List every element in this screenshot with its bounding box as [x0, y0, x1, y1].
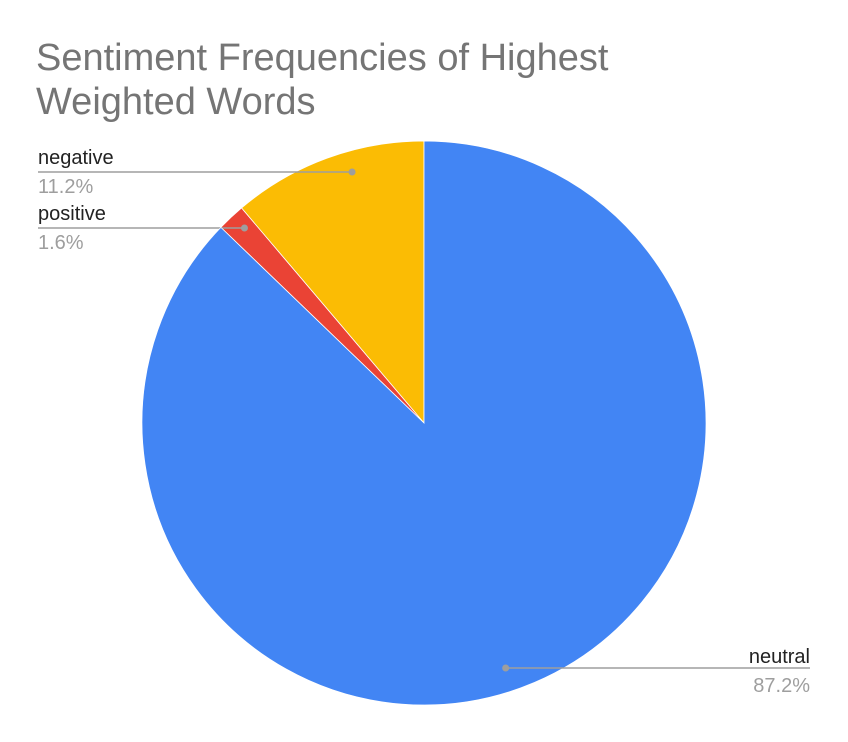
leader-dot-positive: [240, 224, 248, 232]
leader-dot-negative: [348, 168, 356, 176]
slice-label-negative: negative: [38, 147, 114, 169]
pie-slice-neutral: [141, 140, 707, 706]
chart-title: Sentiment Frequencies of Highest Weighte…: [36, 36, 796, 124]
slice-label-neutral: neutral: [749, 646, 810, 668]
pie-slice-negative: [240, 140, 425, 425]
slice-value-negative: 11.2%: [38, 176, 93, 198]
slice-value-positive: 1.6%: [38, 232, 84, 254]
slice-label-positive: positive: [38, 203, 106, 225]
chart-title-line-1: Sentiment Frequencies of Highest: [36, 37, 609, 79]
slice-value-neutral: 87.2%: [753, 675, 810, 697]
leader-dot-neutral: [502, 664, 510, 672]
chart-title-line-2: Weighted Words: [36, 81, 316, 123]
